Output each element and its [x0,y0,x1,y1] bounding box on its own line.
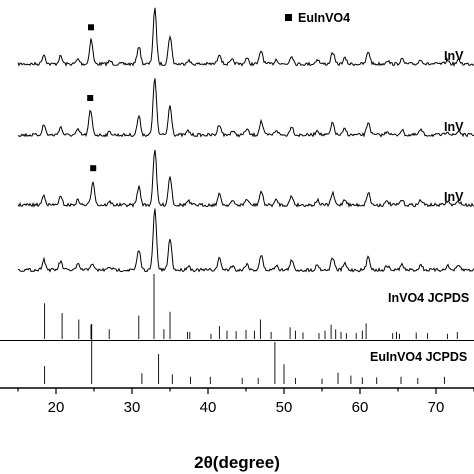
series-line [17,7,474,68]
series-label: InV [444,49,464,63]
x-axis: 20 30 40 50 60 70 [0,387,474,416]
series-label: InV [444,120,464,134]
reference-label: InVO4 JCPDS [388,291,469,305]
series-label: InV [444,190,464,204]
legend: EuInVO4 [285,11,350,25]
impurity-marker [88,24,94,31]
legend-square-marker [285,14,292,21]
reference-label: EuInVO4 JCPDS [370,350,467,364]
x-tick-label: 40 [200,399,217,416]
impurity-marker [87,95,94,101]
x-axis-title: 2θ(degree) [194,453,280,472]
impurity-marker [90,165,97,172]
reference-patterns: InVO4 JCPDS EuInVO4 JCPDS [0,274,474,384]
xrd-traces: InV InV InV [17,7,474,273]
legend-label: EuInVO4 [298,11,350,25]
x-tick-label: 50 [276,399,293,416]
x-tick-label: 70 [428,399,445,416]
series-line [17,78,474,138]
x-tick-label: 30 [124,399,141,416]
x-tick-label: 60 [352,399,369,416]
series-line [17,208,474,273]
x-tick-label: 20 [48,399,65,416]
series-line [17,149,474,208]
